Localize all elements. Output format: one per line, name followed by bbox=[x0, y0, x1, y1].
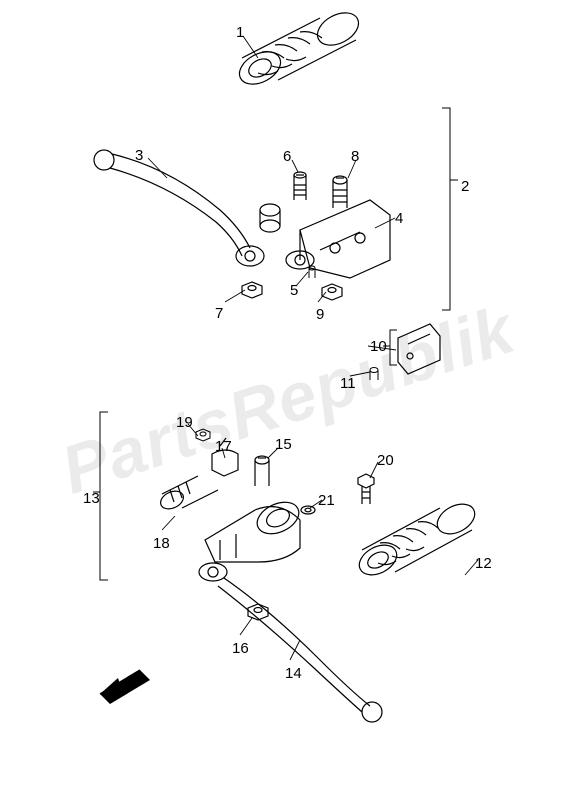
part-clutch-lever bbox=[199, 563, 382, 722]
callout-12: 12 bbox=[475, 555, 492, 572]
callout-5: 5 bbox=[290, 282, 298, 299]
callout-20: 20 bbox=[377, 452, 394, 469]
callout-4: 4 bbox=[395, 210, 403, 227]
part-switch-10 bbox=[398, 324, 440, 374]
callout-7: 7 bbox=[215, 305, 223, 322]
callout-14: 14 bbox=[285, 665, 302, 682]
callout-16: 16 bbox=[232, 640, 249, 657]
bracket-2 bbox=[442, 108, 458, 310]
callout-15: 15 bbox=[275, 436, 292, 453]
callout-8: 8 bbox=[351, 148, 359, 165]
callout-18: 18 bbox=[153, 535, 170, 552]
callout-1: 1 bbox=[236, 24, 244, 41]
callout-6: 6 bbox=[283, 148, 291, 165]
part-brake-bracket bbox=[286, 200, 390, 278]
callout-13: 13 bbox=[83, 490, 100, 507]
direction-arrow bbox=[100, 670, 150, 704]
part-bolt-6 bbox=[294, 172, 306, 200]
callout-2: 2 bbox=[461, 178, 469, 195]
callout-19: 19 bbox=[176, 414, 193, 431]
part-nut-19 bbox=[196, 429, 210, 441]
part-grip-right bbox=[234, 6, 364, 90]
part-grip-left bbox=[354, 498, 480, 581]
callout-10: 10 bbox=[370, 338, 387, 355]
leader-lines bbox=[148, 36, 478, 660]
part-brake-lever bbox=[94, 150, 280, 266]
part-washer-21 bbox=[301, 506, 315, 514]
part-bolt-20 bbox=[358, 474, 374, 504]
callout-21: 21 bbox=[318, 492, 335, 509]
part-adjuster-18 bbox=[158, 476, 218, 512]
part-screw-11 bbox=[370, 368, 378, 381]
part-bolt-15 bbox=[255, 456, 269, 486]
callout-3: 3 bbox=[135, 147, 143, 164]
part-nut-9 bbox=[322, 284, 342, 300]
part-bolt-8 bbox=[333, 176, 347, 208]
callout-17: 17 bbox=[215, 438, 232, 455]
part-clutch-holder bbox=[205, 496, 304, 562]
callout-11: 11 bbox=[340, 375, 356, 392]
callout-9: 9 bbox=[316, 306, 324, 323]
